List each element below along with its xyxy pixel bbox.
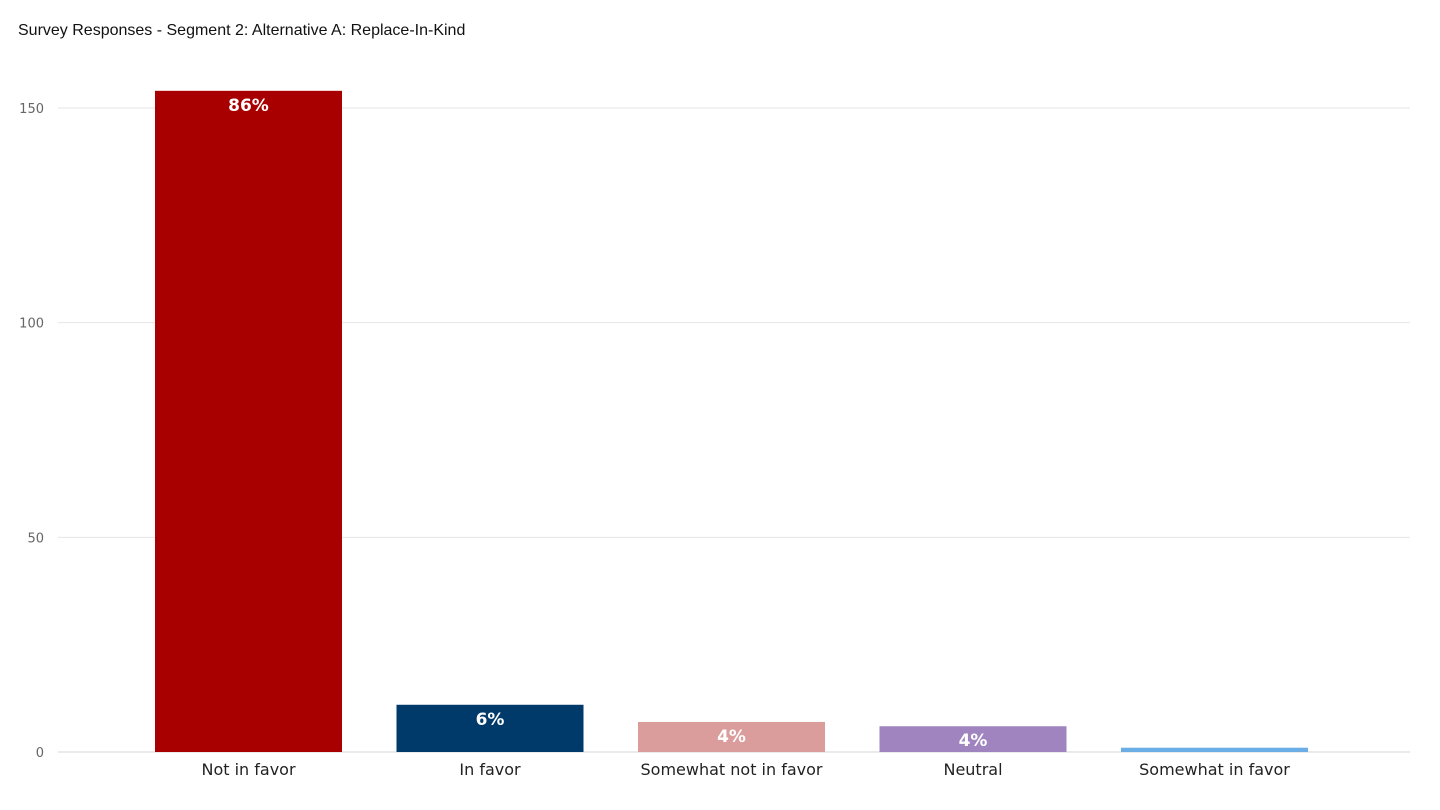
y-tick-label: 50 bbox=[27, 531, 44, 546]
x-tick-label: Not in favor bbox=[201, 760, 295, 779]
x-tick-label: In favor bbox=[459, 760, 521, 779]
bar bbox=[396, 704, 584, 752]
chart-title: Survey Responses - Segment 2: Alternativ… bbox=[18, 22, 466, 39]
bar bbox=[1121, 747, 1308, 752]
bar bbox=[879, 726, 1067, 752]
x-tick-label: Neutral bbox=[943, 760, 1002, 779]
y-tick-label: 150 bbox=[19, 102, 44, 117]
bar bbox=[638, 721, 825, 752]
y-tick-label: 0 bbox=[36, 746, 44, 761]
bar bbox=[155, 90, 342, 753]
x-tick-label: Somewhat in favor bbox=[1139, 760, 1290, 779]
data-label: 4% bbox=[717, 727, 746, 747]
data-label: 4% bbox=[959, 731, 988, 751]
x-tick-label: Somewhat not in favor bbox=[641, 760, 823, 779]
data-label: 86% bbox=[228, 96, 269, 116]
y-tick-label: 100 bbox=[19, 317, 44, 332]
data-label: 6% bbox=[476, 710, 505, 730]
